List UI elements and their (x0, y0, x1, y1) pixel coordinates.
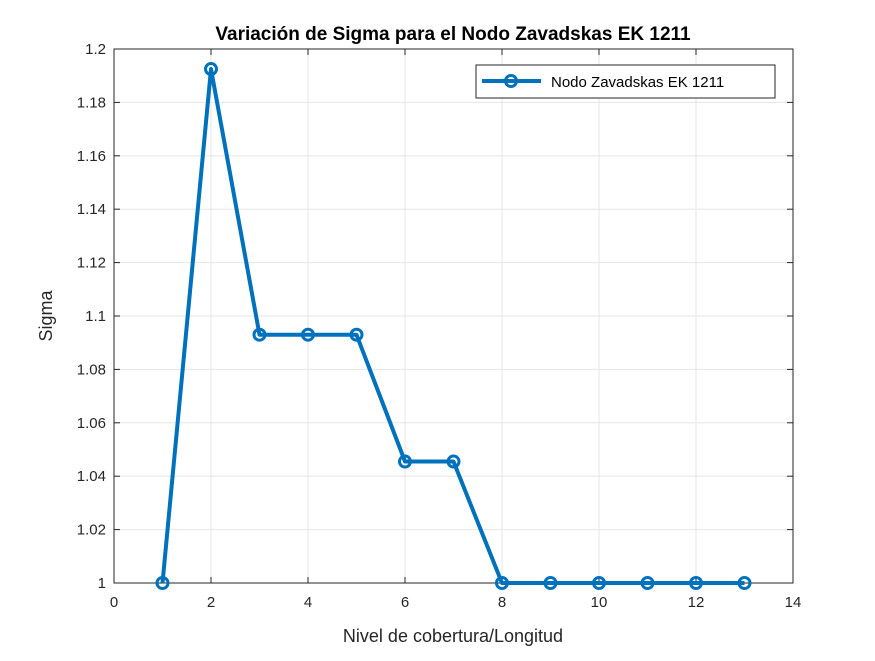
data-point (204, 62, 218, 77)
data-point (155, 576, 170, 590)
data-point (543, 576, 558, 590)
data-point (737, 576, 752, 590)
data-point (592, 576, 606, 590)
data-point (349, 327, 364, 342)
legend-label: Nodo Zavadskas EK 1211 (551, 74, 724, 91)
data-point (446, 454, 461, 469)
data-point (398, 454, 412, 469)
x-tick-label: 4 (304, 594, 312, 611)
y-tick-label: 1.08 (77, 361, 106, 378)
y-tick-label: 1.06 (77, 415, 106, 432)
series-line (160, 67, 745, 585)
x-tick-label: 14 (785, 594, 802, 611)
y-tick-label: 1.18 (77, 94, 106, 111)
legend-marker-sample (504, 74, 518, 88)
y-tick-label: 1.2 (85, 41, 106, 58)
y-tick-label: 1 (98, 575, 106, 592)
data-point (640, 576, 655, 590)
legend: Nodo Zavadskas EK 1211 (475, 64, 776, 99)
x-tick-label: 10 (591, 594, 608, 611)
data-point (301, 327, 315, 342)
y-tick-label: 1.1 (85, 308, 106, 325)
x-tick-label: 0 (110, 594, 118, 611)
y-tick-label: 1.02 (77, 522, 106, 539)
x-tick-label: 12 (688, 594, 705, 611)
series-layer (155, 62, 752, 590)
y-tick-label: 1.16 (77, 148, 106, 165)
data-point (252, 327, 267, 342)
chart-title: Variación de Sigma para el Nodo Zavadska… (215, 24, 691, 45)
x-tick-label: 2 (207, 594, 215, 611)
x-tick-label: 8 (498, 594, 506, 611)
data-point (495, 576, 509, 590)
x-tick-label: 6 (401, 594, 409, 611)
y-axis-title: Sigma (36, 290, 56, 342)
y-tick-label: 1.14 (77, 201, 106, 218)
data-point (689, 576, 703, 590)
ticks: 0 2 4 6 8 10 12 14 1 1.02 1.04 1.06 1.08 1.1 1.12 1.14 1… (77, 41, 802, 611)
x-axis-title: Nivel de cobertura/Longitud (343, 626, 563, 646)
y-tick-label: 1.12 (77, 255, 106, 272)
y-tick-label: 1.04 (77, 468, 106, 485)
